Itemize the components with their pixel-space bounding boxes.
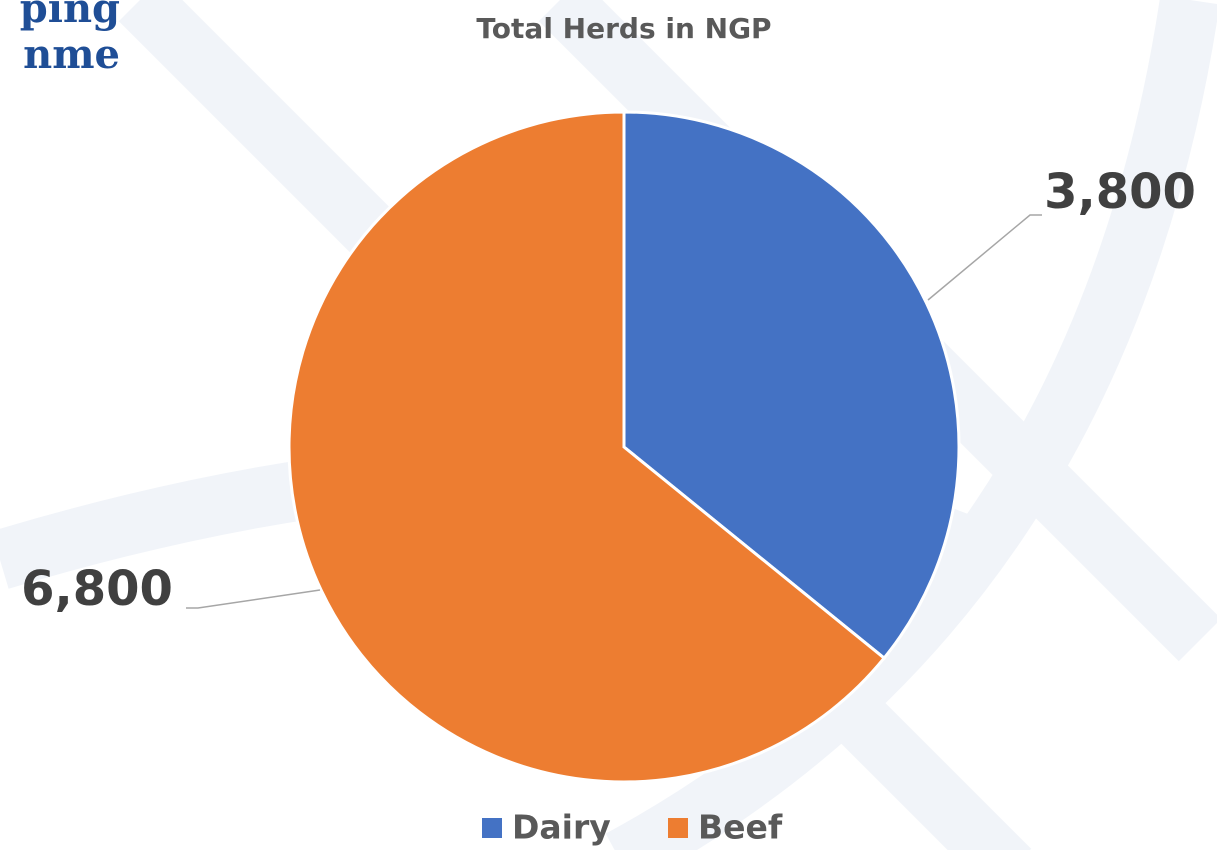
slide-title-line: nme: [23, 31, 120, 78]
legend-label: Beef: [698, 808, 783, 847]
data-label: 6,800: [21, 561, 173, 617]
leader-line: [186, 589, 321, 609]
legend-label: Dairy: [512, 808, 611, 847]
legend-swatch: [668, 818, 688, 838]
pie-slice: [622, 110, 961, 661]
slide-title-line: ping: [20, 0, 120, 32]
data-label: 3,800: [1044, 164, 1196, 220]
leader-line: [927, 214, 1042, 301]
pie-slice: [287, 110, 887, 784]
legend-swatch: [482, 818, 502, 838]
chart-title: Total Herds in NGP: [476, 12, 771, 45]
watermark-stroke: [605, 0, 1217, 850]
